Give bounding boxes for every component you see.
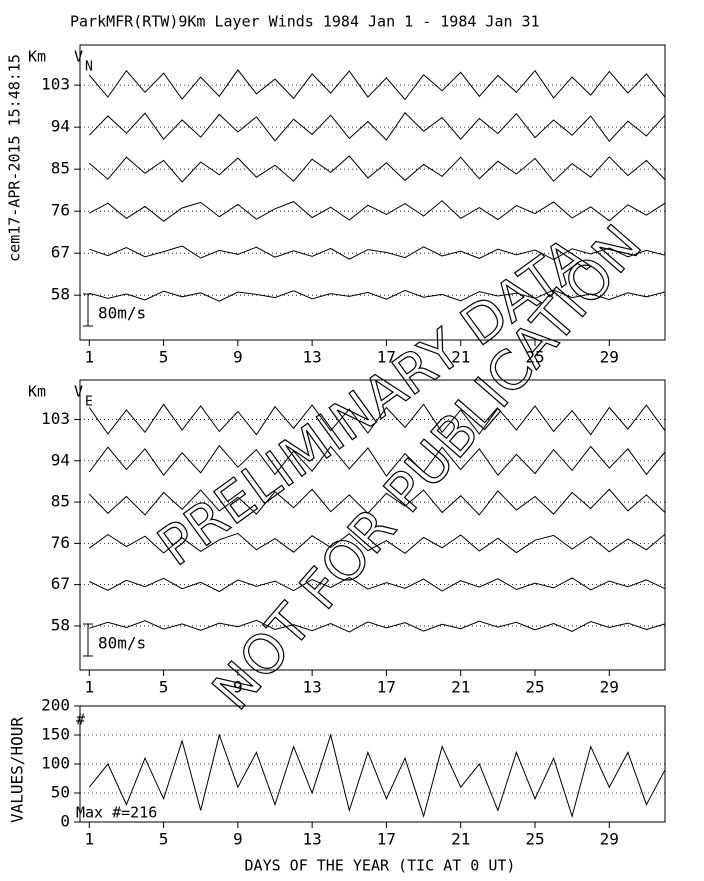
y-tick-label: 67 [51,243,70,262]
y-tick-label: 200 [41,696,70,715]
y-tick-label: 76 [51,201,70,220]
x-tick-label: 17 [377,830,396,849]
panel-subscript: E [85,395,93,410]
x-tick-label: 21 [451,348,470,367]
y-axis-label: Km [28,383,46,401]
wind-trace [89,576,666,593]
y-tick-label: 0 [60,812,70,831]
y-tick-label: 58 [51,285,70,304]
y-tick-label: 150 [41,725,70,744]
x-tick-label: 13 [303,678,322,697]
x-tick-label: 1 [84,348,94,367]
scale-label: 80m/s [98,634,146,653]
y-tick-label: 94 [51,450,70,469]
x-tick-label: 9 [233,830,243,849]
x-axis-label: DAYS OF THE YEAR (TIC AT 0 UT) [245,857,516,875]
plot-frame [79,44,666,341]
wind-trace [89,245,666,261]
wind-trace [89,619,666,633]
x-tick-label: 13 [303,830,322,849]
y-tick-label: 58 [51,615,70,634]
x-tick-label: 25 [525,678,544,697]
x-tick-label: 21 [451,830,470,849]
x-tick-label: 5 [159,348,169,367]
x-tick-label: 29 [600,348,619,367]
x-tick-label: 29 [600,678,619,697]
y-tick-label: 50 [51,783,70,802]
x-tick-label: 25 [525,830,544,849]
y-tick-label: 103 [41,75,70,94]
x-tick-label: 5 [159,678,169,697]
panel-label: V [74,383,83,401]
x-tick-label: 9 [233,678,243,697]
wind-trace [89,200,666,222]
y-tick-label: 100 [41,754,70,773]
side-label: cem17-APR-2015 15:48:15 [6,54,24,262]
x-tick-label: 17 [377,348,396,367]
wind-trace [88,112,666,142]
panel-label: V [74,48,83,66]
y-tick-label: 67 [51,574,70,593]
x-tick-label: 13 [303,348,322,367]
panel-subscript: N [85,60,93,75]
y-tick-label: 94 [51,117,70,136]
y-tick-label: 85 [51,492,70,511]
wind-trace [88,488,666,516]
x-tick-label: 1 [84,678,94,697]
wind-trace [89,289,666,302]
wind-trace [88,444,666,477]
x-tick-label: 9 [233,348,243,367]
annotation: Max #=216 [76,804,157,822]
x-tick-label: 25 [525,348,544,367]
wind-trace [88,155,666,183]
y-tick-label: 76 [51,533,70,552]
y-axis-label: VALUES/HOUR [8,717,27,823]
plot-frame [79,379,666,671]
wind-trace [88,69,666,101]
chart-title: ParkMFR(RTW)9Km Layer Winds 1984 Jan 1 -… [70,13,540,31]
y-axis-label: Km [28,48,46,66]
x-tick-label: 17 [377,678,396,697]
count-line [88,733,666,818]
x-tick-label: 5 [159,830,169,849]
y-tick-label: 103 [41,409,70,428]
wind-trace [89,532,666,555]
panel-label: # [76,711,85,729]
scale-label: 80m/s [98,304,146,323]
x-tick-label: 1 [84,830,94,849]
wind-trace [88,403,666,436]
x-tick-label: 21 [451,678,470,697]
x-tick-label: 29 [600,830,619,849]
y-tick-label: 85 [51,159,70,178]
